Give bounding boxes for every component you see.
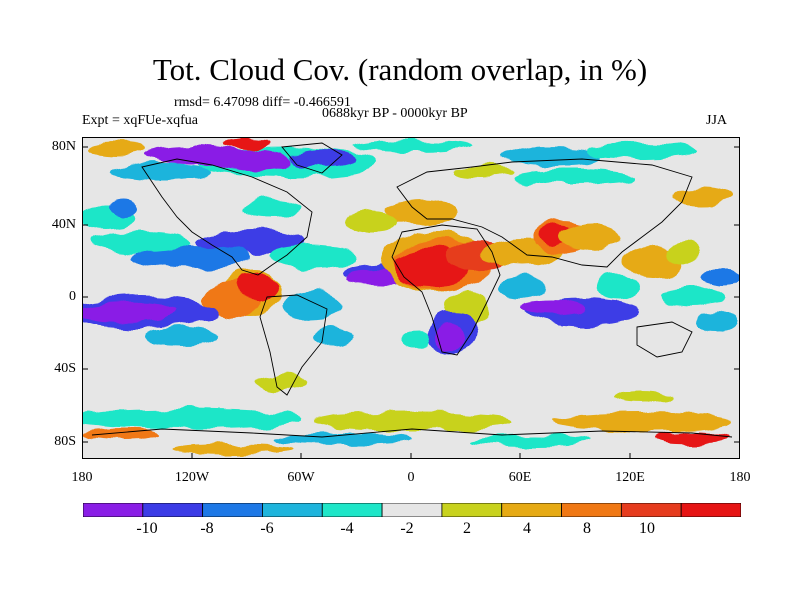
lon-label: 0 — [407, 470, 415, 485]
rmsd-diff-stats: rmsd= 6.47098 diff= -0.466591 — [174, 95, 351, 110]
colorbar-label: -6 — [260, 520, 274, 537]
lon-label: 120E — [615, 470, 645, 485]
lat-label: 40S — [54, 361, 76, 376]
chart-title: Tot. Cloud Cov. (random overlap, in %) — [152, 52, 648, 87]
colorbar-label: -8 — [200, 520, 214, 537]
lat-label: 80N — [51, 139, 76, 154]
map-background — [82, 137, 740, 459]
colorbar-label: 2 — [463, 520, 471, 537]
colorbar-box — [620, 503, 682, 517]
coastlines — [91, 142, 733, 438]
map-ticks — [82, 146, 740, 459]
lon-label: 180 — [729, 470, 751, 485]
colorbar-box — [381, 503, 443, 517]
colorbar-label: -2 — [400, 520, 414, 537]
colorbar-box — [262, 503, 323, 517]
colorbar-label: -4 — [340, 520, 354, 537]
colorbar-label: 4 — [523, 520, 531, 537]
lat-label: 80S — [54, 434, 76, 449]
lon-label: 120W — [174, 470, 210, 485]
colorbar-box — [321, 503, 383, 517]
lon-label: 180 — [71, 470, 93, 485]
colorbar-box — [83, 503, 144, 517]
lat-label: 40N — [51, 217, 76, 232]
map-plot — [82, 137, 740, 459]
lon-label: 60E — [508, 470, 532, 485]
colorbar — [83, 503, 741, 517]
anomaly-field — [82, 139, 740, 454]
colorbar-box — [202, 503, 263, 517]
colorbar-label: 10 — [639, 520, 655, 537]
lat-label: 0 — [69, 289, 76, 304]
colorbar-box — [561, 503, 622, 517]
colorbar-label: -10 — [136, 520, 158, 537]
period-label: 0688kyr BP - 0000kyr BP — [322, 106, 468, 121]
colorbar-box — [441, 503, 503, 517]
colorbar-box — [142, 503, 204, 517]
experiment-label: Expt = xqFUe-xqfua — [82, 113, 198, 128]
colorbar-box — [680, 503, 741, 517]
colorbar-label: 8 — [583, 520, 591, 537]
season-label: JJA — [706, 113, 728, 128]
colorbar-box — [501, 503, 562, 517]
lon-label: 60W — [287, 470, 315, 485]
